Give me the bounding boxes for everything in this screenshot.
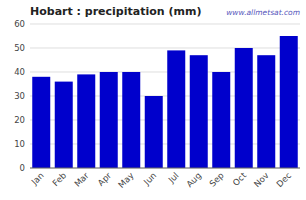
bar	[257, 55, 275, 168]
chart-container: 0 10 20 30 40 50 60 JanFebMar AprMay Jun JulAugSep…	[0, 0, 306, 200]
bar	[280, 36, 298, 168]
title: Hobart : precipitation (mm)	[30, 5, 201, 18]
bar	[190, 55, 208, 168]
grid-line	[30, 24, 300, 25]
x-tick-label: Dec	[274, 170, 293, 189]
x-tick-label: Sep	[207, 170, 225, 188]
bar	[235, 48, 253, 168]
x-tick-label: Aug	[184, 170, 203, 189]
grid-line	[30, 48, 300, 49]
bar	[167, 50, 185, 168]
y-tick-label: 40	[14, 67, 25, 77]
x-tick-label: Mar	[72, 170, 91, 189]
bar	[32, 77, 50, 168]
x-tick-label: May	[116, 170, 136, 190]
x-tick-label: Jan	[29, 170, 46, 187]
y-tick-label: 10	[14, 139, 25, 149]
x-tick-label: Jun	[141, 170, 158, 187]
watermark: www.allmetsat.com	[226, 8, 300, 17]
bar	[122, 72, 140, 168]
x-tick-label: Oct	[231, 170, 249, 188]
bars	[32, 36, 298, 168]
bar	[55, 82, 73, 168]
x-tick-label: Apr	[96, 170, 114, 188]
y-tick-label: 50	[14, 43, 25, 53]
grid-line	[30, 168, 300, 169]
bar	[212, 72, 230, 168]
x-tick-label: Feb	[50, 170, 68, 188]
x-axis-line	[30, 168, 300, 169]
bar	[145, 96, 163, 168]
y-tick-label: 30	[14, 91, 25, 101]
bar	[77, 74, 95, 168]
y-tick-label: 20	[14, 115, 25, 125]
bar	[100, 72, 118, 168]
x-tick-label: Nov	[252, 170, 271, 189]
chart-svg: 0 10 20 30 40 50 60 JanFebMar AprMay Jun JulAugSep…	[0, 0, 306, 200]
y-grid	[30, 24, 300, 168]
x-tick-label: Jul	[166, 170, 181, 185]
y-tick-label: 60	[14, 19, 25, 29]
y-tick-label: 0	[20, 163, 25, 173]
